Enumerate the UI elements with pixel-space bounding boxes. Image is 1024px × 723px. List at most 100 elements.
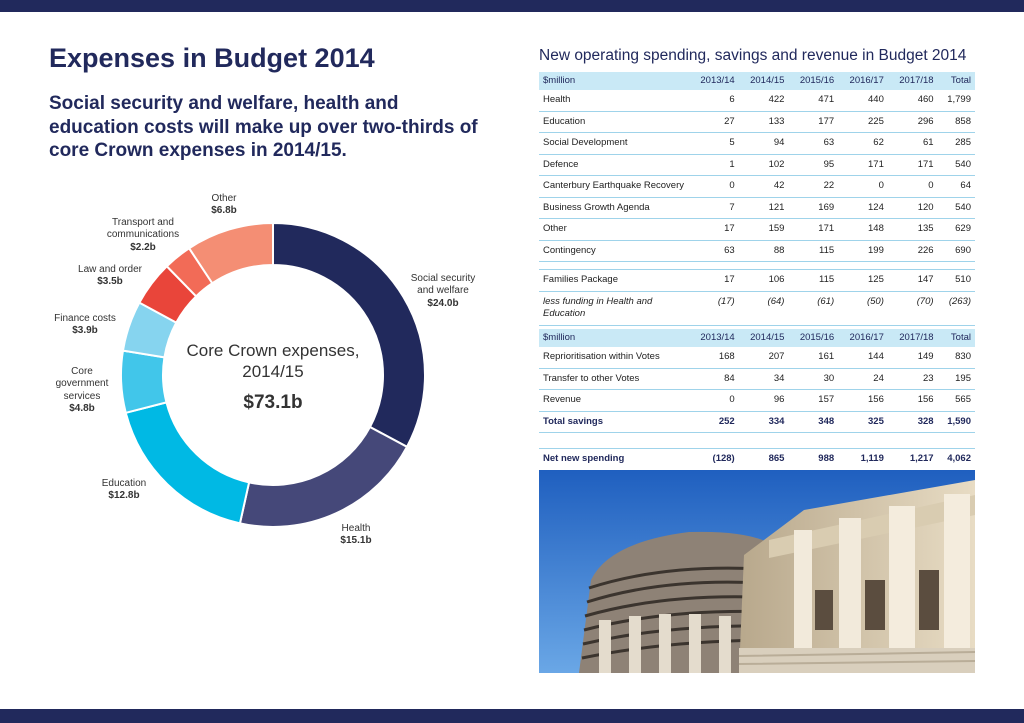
table-cell: 328 (917, 415, 934, 427)
table-cell: 168 (718, 351, 735, 362)
table-cell: 156 (868, 394, 884, 405)
table-cell: 1,202 (760, 329, 785, 341)
row-label: Other (543, 223, 567, 234)
column-header: 2017/18 (899, 75, 934, 86)
label-health: Health $15.1b (340, 523, 372, 547)
column-header: $million (543, 332, 576, 343)
column-header: 2015/16 (799, 332, 835, 343)
table-cell: 149 (917, 351, 934, 362)
row-label: Total spending (543, 329, 610, 341)
table-cell: 30 (823, 372, 835, 384)
table-cell: 285 (955, 137, 971, 148)
donut-segment-core-government-services (120, 349, 168, 415)
table-cell: 1,545 (909, 329, 934, 341)
table-cell: 64 (960, 180, 971, 191)
column-header: 2013/14 (700, 75, 735, 86)
label-law-and-order: Law and order $3.5b (78, 264, 142, 288)
table-cell: 135 (917, 223, 934, 234)
table-cell: 115 (819, 244, 835, 256)
table-row: Transfer to other Votes 84 34 30 24 23 195 (539, 368, 975, 390)
table-row: Business Growth Agenda 7 121 169 124 120 540 (539, 197, 975, 219)
row-label: Contingency (543, 244, 596, 256)
table-cell: 1 (729, 158, 735, 170)
table-row: Total savings 252 334 348 325 328 1,590 (539, 411, 975, 433)
table-row: Education 27 133 177 225 296 858 (539, 111, 975, 133)
table-cell: 690 (955, 244, 971, 256)
table-cell: 84 (724, 372, 735, 384)
donut-center-title: Core Crown expenses, 2014/15 (186, 341, 360, 381)
table-cell: 61 (923, 137, 934, 148)
table-cell: 63 (823, 137, 835, 148)
table-cell: 1,590 (947, 415, 971, 427)
table-cell: 22 (823, 180, 835, 191)
label-social-security: Social security and welfare $24.0b (410, 273, 476, 309)
table-cell: 177 (818, 115, 835, 127)
table-cell: 629 (955, 223, 971, 234)
table-cell: 325 (868, 415, 884, 427)
table-cell: 148 (868, 223, 884, 234)
table-cell: 0 (729, 394, 735, 405)
table-cell: 471 (818, 94, 835, 105)
column-header: 2014/15 (750, 75, 785, 86)
table-cell: 24 (873, 372, 884, 384)
row-label: Reprioritisation within Votes (543, 351, 660, 362)
row-label: Business Growth Agenda (543, 201, 650, 213)
label-finance-costs: Finance costs $3.9b (54, 313, 116, 337)
column-header: Total (950, 332, 971, 343)
table-cell: 88 (773, 244, 785, 256)
table-cell: 195 (955, 372, 971, 384)
label-transport-and-communications: Transport and communications $2.2b (106, 217, 180, 253)
column-header: Total (950, 75, 971, 86)
table-row: less funding in Health and Education (17)… (539, 291, 975, 325)
top-banner (0, 0, 1024, 12)
table-cell: 17 (724, 223, 735, 234)
table-cell: (61) (817, 295, 835, 307)
bottom-banner (0, 709, 1024, 723)
row-label: Total savings (543, 415, 604, 427)
table-row: Revenue 0 96 157 156 156 565 (539, 390, 975, 411)
column-header: 2016/17 (849, 332, 884, 343)
table-cell: 27 (724, 115, 735, 127)
table-cell: (17) (717, 295, 735, 307)
table-cell: 96 (773, 394, 785, 405)
spending-table-header: $million 2013/14 2014/15 2015/16 2016/17… (539, 72, 975, 90)
table-row: Other 17 159 171 148 135 629 (539, 219, 975, 240)
row-label: Families Package (543, 274, 618, 285)
table-cell: (64) (767, 295, 785, 307)
table-cell: 0 (729, 180, 735, 191)
lead-paragraph: Social security and welfare, health and … (49, 93, 478, 161)
table-cell: 1,799 (947, 94, 971, 105)
row-label: Social Development (543, 137, 628, 148)
table-cell: 106 (768, 274, 785, 285)
row-label: Revenue (543, 394, 582, 405)
table-cell: 422 (768, 94, 785, 105)
table-row: Social Development 5 94 63 62 61 285 (539, 133, 975, 154)
table-cell: 540 (955, 201, 971, 213)
table-cell: 156 (917, 394, 934, 405)
table-cell: 115 (819, 274, 835, 285)
table-cell: 540 (955, 158, 971, 170)
savings-table-header: $million 2013/14 2014/15 2015/16 2016/17… (539, 329, 975, 347)
table-cell: 124 (868, 201, 884, 213)
table-row: Families Package 17 106 115 125 147 510 (539, 270, 975, 291)
table-cell: 460 (917, 94, 934, 105)
table-cell: 159 (768, 223, 785, 234)
donut-segment-education (124, 401, 251, 525)
table-cell: 62 (873, 137, 884, 148)
table-cell: 171 (818, 223, 835, 234)
table-row: Health 6 422 471 440 460 1,799 (539, 90, 975, 111)
table-cell: 34 (773, 372, 785, 384)
row-divider (539, 262, 975, 270)
savings-table: $million 2013/14 2014/15 2015/16 2016/17… (539, 329, 975, 471)
page-title: Expenses in Budget 2014 (49, 43, 375, 73)
parliament-buildings-photo (539, 470, 975, 673)
table-row: Canterbury Earthquake Recovery 0 42 22 0 0 64 (539, 176, 975, 197)
table-cell: 225 (868, 115, 884, 127)
column-header: 2014/15 (750, 332, 785, 343)
table-cell: 171 (917, 158, 934, 170)
table-row: Contingency 63 88 115 199 226 690 (539, 240, 975, 262)
table-cell: 1,217 (909, 453, 934, 464)
table-cell: 102 (768, 158, 785, 170)
table-cell: 207 (768, 351, 785, 362)
table-cell: 95 (823, 158, 835, 170)
